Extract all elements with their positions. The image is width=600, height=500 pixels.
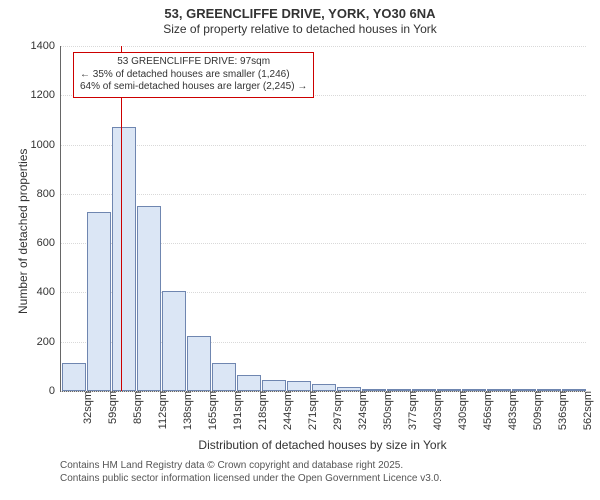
x-tick-label: 32sqm bbox=[78, 391, 94, 424]
plot-area: 020040060080010001200140032sqm59sqm85sqm… bbox=[60, 46, 586, 392]
footnote-line2: Contains public sector information licen… bbox=[60, 473, 442, 486]
x-tick-label: 350sqm bbox=[378, 391, 394, 430]
x-axis-title: Distribution of detached houses by size … bbox=[60, 438, 585, 452]
x-tick-label: 377sqm bbox=[403, 391, 419, 430]
bar bbox=[87, 212, 111, 391]
bar bbox=[62, 363, 86, 391]
y-tick-label: 1000 bbox=[31, 139, 61, 151]
y-tick-label: 1200 bbox=[31, 89, 61, 101]
footnote-line1: Contains HM Land Registry data © Crown c… bbox=[60, 460, 442, 473]
chart-title: 53, GREENCLIFFE DRIVE, YORK, YO30 6NA bbox=[0, 0, 600, 21]
y-tick-label: 600 bbox=[37, 237, 61, 249]
x-tick-label: 191sqm bbox=[228, 391, 244, 430]
x-tick-label: 297sqm bbox=[328, 391, 344, 430]
footnote: Contains HM Land Registry data © Crown c… bbox=[60, 460, 442, 485]
y-axis-title: Number of detached properties bbox=[16, 148, 30, 313]
annotation-box: 53 GREENCLIFFE DRIVE: 97sqm← 35% of deta… bbox=[73, 52, 314, 98]
x-tick-label: 324sqm bbox=[353, 391, 369, 430]
bar bbox=[237, 375, 261, 391]
x-tick-label: 430sqm bbox=[453, 391, 469, 430]
annotation-line: 53 GREENCLIFFE DRIVE: 97sqm bbox=[80, 56, 307, 69]
x-tick-label: 271sqm bbox=[303, 391, 319, 430]
gridline bbox=[61, 194, 586, 195]
x-tick-label: 536sqm bbox=[553, 391, 569, 430]
marker-line bbox=[121, 46, 122, 391]
gridline bbox=[61, 145, 586, 146]
x-tick-label: 456sqm bbox=[478, 391, 494, 430]
x-tick-label: 165sqm bbox=[203, 391, 219, 430]
x-tick-label: 403sqm bbox=[428, 391, 444, 430]
y-tick-label: 200 bbox=[37, 336, 61, 348]
x-tick-label: 483sqm bbox=[503, 391, 519, 430]
chart-subtitle: Size of property relative to detached ho… bbox=[0, 21, 600, 36]
bar bbox=[312, 384, 336, 391]
x-tick-label: 218sqm bbox=[253, 391, 269, 430]
x-tick-label: 85sqm bbox=[128, 391, 144, 424]
bar bbox=[212, 363, 236, 391]
y-tick-label: 400 bbox=[37, 286, 61, 298]
bar bbox=[287, 381, 311, 391]
x-tick-label: 112sqm bbox=[153, 391, 169, 429]
gridline bbox=[61, 46, 586, 47]
bar bbox=[187, 336, 211, 391]
y-tick-label: 800 bbox=[37, 188, 61, 200]
bar bbox=[137, 206, 161, 391]
annotation-line: ← 35% of detached houses are smaller (1,… bbox=[80, 69, 307, 82]
x-tick-label: 562sqm bbox=[578, 391, 594, 430]
annotation-line: 64% of semi-detached houses are larger (… bbox=[80, 81, 307, 94]
bar bbox=[262, 380, 286, 391]
x-tick-label: 138sqm bbox=[178, 391, 194, 430]
x-tick-label: 59sqm bbox=[103, 391, 119, 424]
x-tick-label: 244sqm bbox=[278, 391, 294, 430]
y-tick-label: 0 bbox=[49, 385, 61, 397]
bar bbox=[112, 127, 136, 391]
y-tick-label: 1400 bbox=[31, 40, 61, 52]
x-tick-label: 509sqm bbox=[528, 391, 544, 430]
bar bbox=[162, 291, 186, 391]
